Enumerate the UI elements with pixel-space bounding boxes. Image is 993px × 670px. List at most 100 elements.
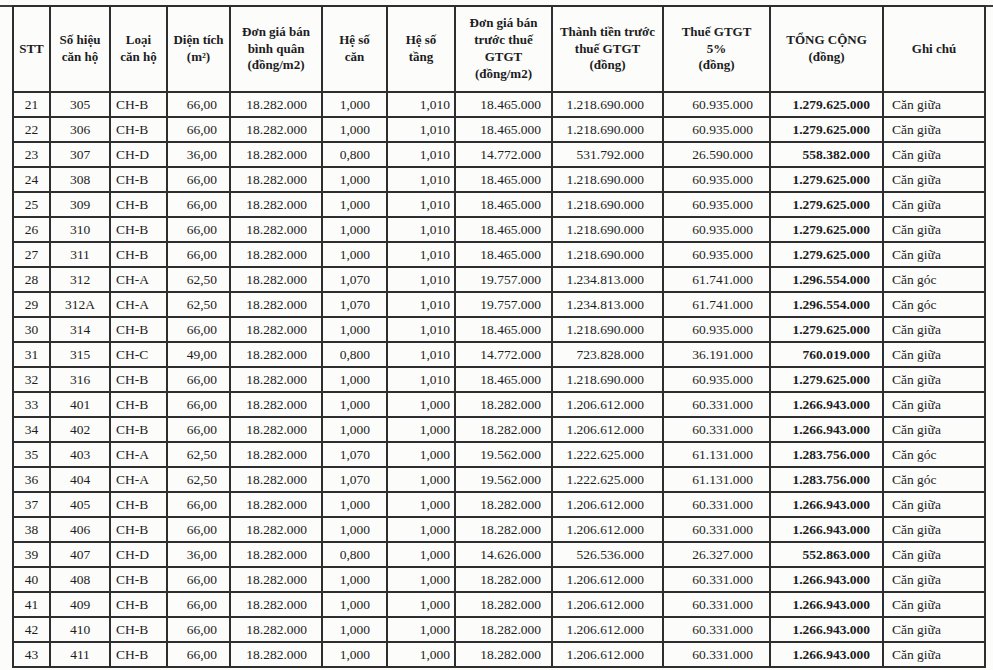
cell-note: Căn giữa	[883, 517, 985, 542]
cell-unit-number: 308	[50, 167, 110, 192]
cell-note: Căn giữa	[883, 642, 985, 667]
column-header-unit-coefficient: Hệ số căn	[322, 6, 387, 92]
cell-pre-tax-total: 1.206.612.000	[552, 567, 663, 592]
cell-floor-coefficient: 1,000	[387, 417, 455, 442]
table-row: 37405CH-B66,0018.282.0001,0001,00018.282…	[13, 492, 985, 517]
cell-area: 66,00	[167, 517, 230, 542]
cell-avg-unit-price: 18.282.000	[230, 567, 322, 592]
cell-unit-number: 404	[50, 467, 110, 492]
cell-avg-unit-price: 18.282.000	[230, 217, 322, 242]
cell-area: 66,00	[167, 642, 230, 667]
cell-avg-unit-price: 18.282.000	[230, 117, 322, 142]
cell-grand-total: 1.279.625.000	[770, 192, 883, 217]
cell-avg-unit-price: 18.282.000	[230, 392, 322, 417]
cell-vat: 60.935.000	[663, 217, 770, 242]
cell-pre-tax-unit-price: 18.282.000	[455, 592, 552, 617]
cell-unit-coefficient: 1,000	[322, 642, 387, 667]
cell-unit-number: 314	[50, 317, 110, 342]
cell-grand-total: 1.266.943.000	[770, 492, 883, 517]
cell-unit-type: CH-B	[110, 242, 167, 267]
cell-pre-tax-unit-price: 18.465.000	[455, 317, 552, 342]
cell-pre-tax-unit-price: 18.465.000	[455, 192, 552, 217]
cell-floor-coefficient: 1,000	[387, 617, 455, 642]
cell-unit-type: CH-D	[110, 142, 167, 167]
cell-unit-number: 309	[50, 192, 110, 217]
cell-pre-tax-total: 1.206.612.000	[552, 642, 663, 667]
cell-unit-coefficient: 1,000	[322, 392, 387, 417]
cell-unit-coefficient: 1,000	[322, 567, 387, 592]
cell-pre-tax-unit-price: 14.772.000	[455, 342, 552, 367]
cell-unit-number: 403	[50, 442, 110, 467]
cell-stt: 41	[13, 592, 50, 617]
cell-stt: 25	[13, 192, 50, 217]
table-row: 25309CH-B66,0018.282.0001,0001,01018.465…	[13, 192, 985, 217]
cell-floor-coefficient: 1,000	[387, 392, 455, 417]
cell-unit-coefficient: 1,000	[322, 167, 387, 192]
cell-area: 62,50	[167, 292, 230, 317]
cell-unit-coefficient: 1,000	[322, 492, 387, 517]
cell-floor-coefficient: 1,000	[387, 642, 455, 667]
cell-unit-type: CH-B	[110, 367, 167, 392]
cell-vat: 60.331.000	[663, 392, 770, 417]
cell-area: 66,00	[167, 417, 230, 442]
column-header-avg-unit-price: Đơn giá bán bình quân (đồng/m2)	[230, 6, 322, 92]
cell-grand-total: 1.266.943.000	[770, 417, 883, 442]
cell-avg-unit-price: 18.282.000	[230, 292, 322, 317]
cell-vat: 26.590.000	[663, 142, 770, 167]
cell-stt: 23	[13, 142, 50, 167]
cell-avg-unit-price: 18.282.000	[230, 142, 322, 167]
cell-pre-tax-total: 1.206.612.000	[552, 592, 663, 617]
cell-unit-number: 311	[50, 242, 110, 267]
cell-unit-type: CH-B	[110, 417, 167, 442]
cell-pre-tax-unit-price: 19.562.000	[455, 442, 552, 467]
cell-grand-total: 1.266.943.000	[770, 392, 883, 417]
table-header: STTSố hiệu căn hộLoại căn hộDiện tích (m…	[13, 6, 985, 92]
cell-pre-tax-total: 1.218.690.000	[552, 367, 663, 392]
cell-area: 62,50	[167, 442, 230, 467]
cell-unit-number: 305	[50, 92, 110, 117]
cell-vat: 61.131.000	[663, 467, 770, 492]
cell-pre-tax-total: 1.218.690.000	[552, 167, 663, 192]
cell-pre-tax-unit-price: 14.772.000	[455, 142, 552, 167]
table-row: 36404CH-A62,5018.282.0001,0701,00019.562…	[13, 467, 985, 492]
cell-area: 66,00	[167, 92, 230, 117]
cell-pre-tax-unit-price: 18.465.000	[455, 367, 552, 392]
cell-note: Căn giữa	[883, 492, 985, 517]
cell-vat: 60.935.000	[663, 92, 770, 117]
cell-unit-number: 312A	[50, 292, 110, 317]
cell-note: Căn giữa	[883, 317, 985, 342]
cell-grand-total: 1.266.943.000	[770, 517, 883, 542]
cell-area: 66,00	[167, 242, 230, 267]
cell-floor-coefficient: 1,010	[387, 192, 455, 217]
cell-floor-coefficient: 1,010	[387, 117, 455, 142]
cell-unit-number: 307	[50, 142, 110, 167]
cell-note: Căn giữa	[883, 217, 985, 242]
cell-avg-unit-price: 18.282.000	[230, 167, 322, 192]
cell-unit-type: CH-B	[110, 217, 167, 242]
cell-area: 66,00	[167, 567, 230, 592]
cell-pre-tax-unit-price: 18.282.000	[455, 492, 552, 517]
table-row: 39407CH-D36,0018.282.0000,8001,00014.626…	[13, 542, 985, 567]
cell-pre-tax-total: 1.206.612.000	[552, 517, 663, 542]
table-row: 35403CH-A62,5018.282.0001,0701,00019.562…	[13, 442, 985, 467]
cell-floor-coefficient: 1,010	[387, 217, 455, 242]
column-header-unit-type: Loại căn hộ	[110, 6, 167, 92]
cell-vat: 60.331.000	[663, 417, 770, 442]
cell-unit-number: 306	[50, 117, 110, 142]
cell-stt: 24	[13, 167, 50, 192]
cell-vat: 61.741.000	[663, 292, 770, 317]
cell-vat: 60.331.000	[663, 517, 770, 542]
cell-note: Căn góc	[883, 467, 985, 492]
cell-area: 66,00	[167, 317, 230, 342]
cell-stt: 37	[13, 492, 50, 517]
cell-note: Căn giữa	[883, 342, 985, 367]
cell-stt: 35	[13, 442, 50, 467]
cell-floor-coefficient: 1,000	[387, 517, 455, 542]
cell-avg-unit-price: 18.282.000	[230, 517, 322, 542]
cell-grand-total: 1.283.756.000	[770, 442, 883, 467]
cell-note: Căn giữa	[883, 617, 985, 642]
column-header-stt: STT	[13, 6, 50, 92]
cell-note: Căn góc	[883, 442, 985, 467]
cell-grand-total: 1.279.625.000	[770, 217, 883, 242]
cell-pre-tax-total: 1.218.690.000	[552, 217, 663, 242]
